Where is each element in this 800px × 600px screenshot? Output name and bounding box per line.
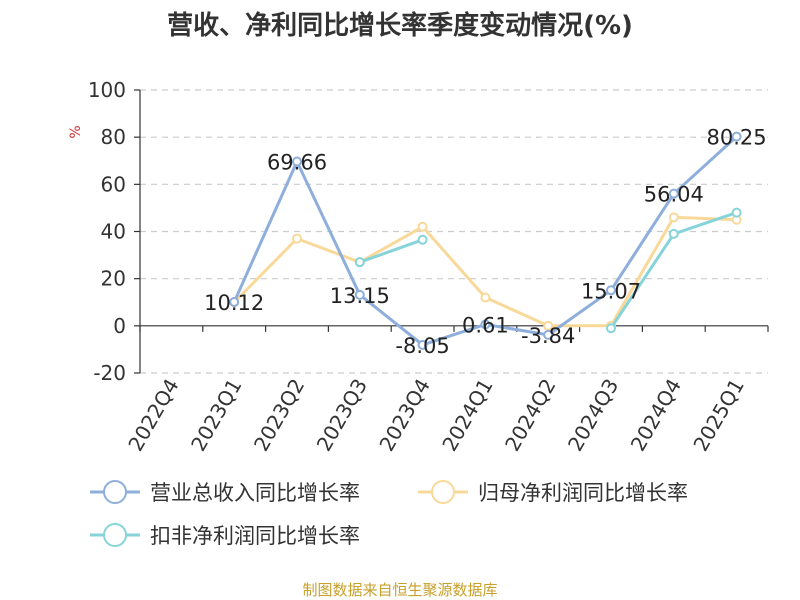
legend-marker-1 [431,480,455,504]
series-0-point-2 [292,156,302,167]
y-tick-label-5: 80 [101,125,126,149]
series-1-point-8 [668,212,679,223]
x-tick-label-6: 2024Q2 [500,375,560,456]
series-lines [229,131,742,350]
series-0-point-4 [417,339,428,350]
x-tick-label-4: 2023Q4 [374,375,434,456]
legend-item-1: 归母净利润同比增长率 [418,480,688,505]
data-label-3: 13.15 [330,284,390,308]
x-tick-label-0: 2022Q4 [123,375,183,456]
series-0-point-8 [668,188,679,199]
series-2-point-4 [417,234,428,245]
data-label-2: 69.66 [267,151,327,175]
series-2-point-9 [731,207,742,218]
series-1-line-0 [233,215,737,328]
x-tick-label-9: 2025Q1 [688,375,748,456]
x-tick-label-8: 2024Q4 [626,375,686,456]
series-1-point-6 [543,320,554,331]
x-tick-label-1: 2023Q1 [186,375,246,456]
y-tick-label-4: 60 [101,172,126,196]
data-label-8: 56.04 [644,183,704,207]
data-label-5: 0.61 [462,313,509,337]
series-2-point-8 [668,228,679,239]
legend-label-0: 营业总收入同比增长率 [150,481,360,505]
series-0-point-7 [606,285,616,296]
series-0-point-6 [543,329,554,340]
legend-item-2: 扣非净利润同比增长率 [90,523,360,548]
series-1-point-5 [480,292,491,303]
y-tick-label-1: 0 [113,314,126,338]
series-1-point-4 [417,221,428,232]
series-0-point-3 [354,289,365,300]
y-tick-label-0: -20 [93,361,126,385]
series-0-point-1 [229,296,240,307]
data-label-1: 10.12 [204,291,264,315]
legend-label-2: 扣非净利润同比增长率 [150,524,360,548]
legend-marker-2 [103,523,127,547]
x-tick-label-7: 2024Q3 [563,375,623,456]
data-label-7: 15.07 [581,279,641,303]
x-tick-label-5: 2024Q1 [437,375,497,456]
legend-label-1: 归母净利润同比增长率 [478,481,688,505]
data-label-6: -3.84 [521,324,575,348]
x-tick-label-2: 2023Q2 [249,375,309,456]
series-2-point-3 [354,257,365,268]
series-2-line-0 [359,238,424,264]
y-tick-label-2: 20 [101,267,126,291]
source-note: 制图数据来自恒生聚源数据库 [302,581,497,599]
chart-title: 营收、净利同比增长率季度变动情况(%) [167,10,633,41]
y-axis-unit: % [68,125,84,138]
legend-marker-0 [103,480,127,504]
data-label-4: -8.05 [395,334,449,358]
legend-item-0: 营业总收入同比增长率 [90,480,360,505]
series-2-point-7 [606,323,616,334]
series-0-point-9 [731,131,742,142]
series-0-point-5 [480,319,491,330]
y-tick-label-3: 40 [101,220,126,244]
y-tick-label-6: 100 [88,78,126,102]
series-1-point-2 [292,233,302,244]
data-label-9: 80.25 [707,126,767,150]
x-tick-label-3: 2023Q3 [312,375,372,456]
